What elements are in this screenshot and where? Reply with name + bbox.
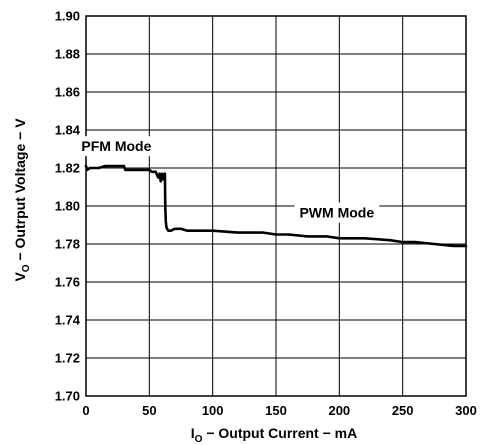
y-tick-label: 1.74 bbox=[55, 313, 81, 328]
x-tick-label: 50 bbox=[142, 403, 156, 418]
y-tick-label: 1.86 bbox=[55, 85, 80, 100]
annotation-background bbox=[76, 136, 157, 157]
y-tick-label: 1.82 bbox=[55, 161, 80, 176]
x-tick-label: 100 bbox=[202, 403, 224, 418]
y-tick-label: 1.70 bbox=[55, 389, 80, 404]
y-tick-label: 1.80 bbox=[55, 199, 80, 214]
y-tick-label: 1.90 bbox=[55, 9, 80, 24]
y-tick-label: 1.76 bbox=[55, 275, 80, 290]
y-tick-label: 1.72 bbox=[55, 351, 80, 366]
y-tick-label: 1.88 bbox=[55, 47, 80, 62]
x-tick-label: 200 bbox=[328, 403, 350, 418]
tick-labels: 0 50 100 150 200 250 300 1.70 1.72 1.74 1.76 1.78 1.… bbox=[55, 9, 477, 419]
x-tick-label: 300 bbox=[455, 403, 477, 418]
series-line bbox=[84, 164, 468, 248]
annotation-background bbox=[294, 202, 380, 223]
x-tick-label: 250 bbox=[392, 403, 414, 418]
annotation-label: PWM Mode bbox=[299, 205, 374, 221]
annotation-label: PFM Mode bbox=[81, 138, 151, 154]
plot-frame bbox=[85, 15, 467, 397]
x-axis-label: IO − Output Current − mA bbox=[191, 425, 357, 445]
annotations: PFM Mode PWM Mode bbox=[76, 136, 380, 223]
x-tick-label: 150 bbox=[265, 403, 287, 418]
y-axis-label: VO − Outrput Voltage − V bbox=[12, 118, 32, 282]
y-tick-label: 1.78 bbox=[55, 237, 80, 252]
grid bbox=[86, 16, 466, 396]
x-tick-label: 0 bbox=[82, 403, 89, 418]
series-layer bbox=[84, 164, 468, 248]
y-tick-label: 1.84 bbox=[55, 123, 81, 138]
